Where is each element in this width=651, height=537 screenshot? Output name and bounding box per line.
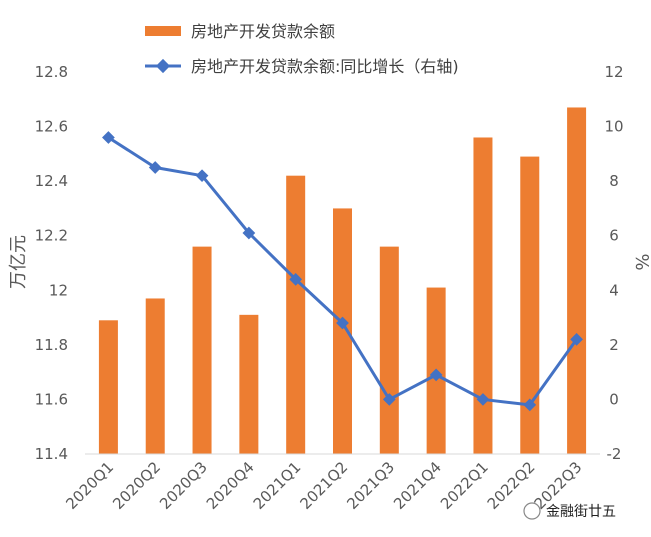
x-tick-label: 2020Q3: [156, 458, 211, 513]
x-tick-label: 2022Q1: [437, 458, 492, 513]
x-ticks: 2020Q12020Q22020Q32020Q42021Q12021Q22021…: [62, 458, 585, 513]
y-left-tick-label: 11.8: [35, 336, 68, 354]
line-point: [336, 316, 349, 330]
x-tick-label: 2021Q4: [390, 458, 445, 513]
y-left-tick-label: 12.8: [35, 63, 68, 81]
line-point: [148, 161, 162, 174]
y-right-ticks: -2 0 2 4 6 8 10 12: [604, 63, 623, 463]
x-tick-label: 2021Q2: [297, 458, 352, 513]
line-point: [242, 226, 256, 240]
bar: [567, 107, 587, 454]
x-tick-label: 2020Q1: [62, 458, 117, 513]
bar: [192, 246, 212, 454]
y-right-tick-label: 12: [604, 63, 623, 81]
watermark: 金融街廿五: [523, 502, 616, 520]
bar: [333, 208, 352, 454]
y-right-tick-label: 8: [609, 172, 619, 190]
y-left-axis-title: 万亿元: [8, 235, 29, 289]
line-point: [195, 169, 209, 183]
y-right-tick-label: 2: [609, 336, 619, 354]
line-point: [382, 393, 396, 406]
y-right-tick-label: 10: [604, 118, 623, 136]
bar: [286, 175, 306, 454]
y-right-axis-title: %: [631, 253, 651, 270]
legend-label-line: 房地产开发贷款余额:同比增长（右轴): [191, 57, 459, 76]
y-left-tick-label: 12.4: [35, 172, 68, 190]
legend-swatch-marker: [155, 58, 171, 74]
y-right-tick-label: 4: [609, 281, 619, 299]
y-left-tick-label: 12.6: [35, 118, 68, 136]
watermark-text: 金融街廿五: [546, 504, 616, 520]
line-point: [476, 393, 490, 406]
y-left-ticks: 11.4 11.6 11.8 12 12.2 12.4 12.6 12.8: [35, 63, 68, 463]
x-tick-label: 2020Q2: [109, 458, 164, 513]
bar: [145, 298, 165, 454]
bar: [239, 314, 259, 454]
x-tick-label: 2021Q3: [343, 458, 398, 513]
x-tick-label: 2022Q2: [484, 458, 539, 513]
y-left-tick-label: 12: [49, 281, 68, 299]
legend-label-bar: 房地产开发贷款余额: [191, 22, 335, 41]
y-left-tick-label: 12.2: [35, 227, 68, 245]
bar: [98, 320, 118, 454]
bar-series: [98, 107, 587, 455]
x-tick-label: 2021Q1: [250, 458, 305, 513]
y-right-tick-label: 0: [609, 390, 619, 408]
line-point: [102, 131, 115, 144]
line-point: [289, 273, 303, 286]
y-left-tick-label: 11.4: [35, 445, 68, 463]
y-right-tick-label: -2: [607, 445, 622, 463]
y-left-tick-label: 11.6: [35, 390, 68, 408]
bar: [473, 137, 493, 454]
x-tick-label: 2020Q4: [203, 458, 258, 513]
wechat-icon: [523, 502, 541, 520]
bar: [379, 246, 399, 454]
legend: 房地产开发贷款余额 房地产开发贷款余额:同比增长（右轴): [145, 22, 459, 76]
y-right-tick-label: 6: [609, 227, 619, 245]
bar: [520, 156, 540, 455]
line-point: [429, 368, 443, 382]
legend-swatch-bar: [145, 26, 181, 36]
